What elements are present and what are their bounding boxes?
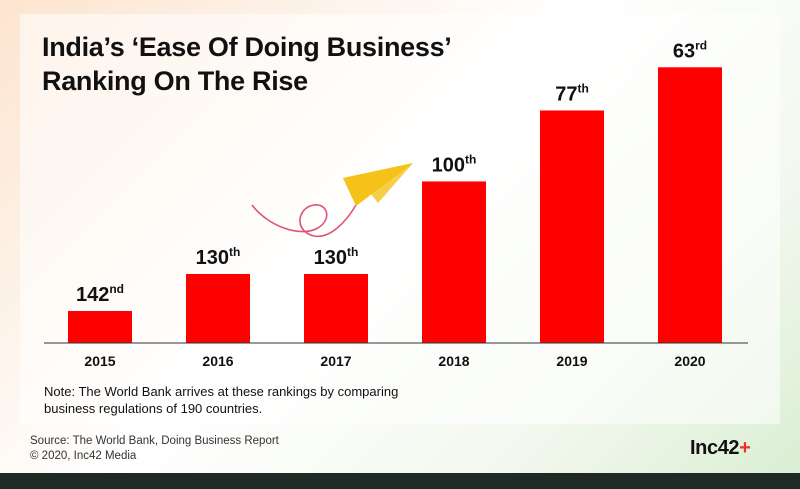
- bar-2017: [304, 273, 368, 343]
- value-label-2018: 100th: [432, 152, 477, 176]
- x-tick-label-2016: 2016: [202, 353, 233, 369]
- copyright-line: © 2020, Inc42 Media: [30, 450, 137, 462]
- inc42-logo: Inc42+: [690, 437, 751, 460]
- value-label-2020: 63rd: [673, 38, 707, 62]
- x-tick-label-2015: 2015: [84, 353, 115, 369]
- chart-card: [20, 14, 780, 424]
- bar-2020: [658, 67, 722, 343]
- value-label-2016: 130th: [196, 245, 241, 269]
- bar-2018: [422, 181, 486, 343]
- chart-title: India’s ‘Ease Of Doing Business’ Ranking…: [42, 30, 562, 98]
- paper-plane-icon: [343, 163, 413, 206]
- note-line-1: Note: The World Bank arrives at these ra…: [44, 384, 399, 399]
- x-tick-label-2018: 2018: [438, 353, 469, 369]
- bottom-strip: [0, 473, 800, 489]
- chart-note: Note: The World Bank arrives at these ra…: [44, 383, 474, 417]
- x-tick-label-2019: 2019: [556, 353, 587, 369]
- title-line-2: Ranking On The Rise: [42, 66, 308, 96]
- logo-text: Inc42: [690, 437, 740, 459]
- value-label-2015: 142nd: [76, 282, 124, 306]
- paper-plane-decoration: [251, 163, 413, 238]
- x-tick-label-2017: 2017: [320, 353, 351, 369]
- source-credit: Source: The World Bank, Doing Business R…: [30, 434, 360, 464]
- flight-trail: [251, 204, 357, 238]
- note-line-2: business regulations of 190 countries.: [44, 401, 263, 416]
- logo-plus: +: [739, 437, 751, 459]
- bar-2019: [540, 110, 604, 343]
- title-line-1: India’s ‘Ease Of Doing Business’: [42, 32, 452, 62]
- value-label-2017: 130th: [314, 245, 359, 269]
- bar-2015: [68, 311, 132, 343]
- source-line-1: Source: The World Bank, Doing Business R…: [30, 435, 279, 447]
- value-label-2019: 77th: [555, 81, 589, 105]
- x-tick-label-2020: 2020: [674, 353, 705, 369]
- bar-2016: [186, 273, 250, 343]
